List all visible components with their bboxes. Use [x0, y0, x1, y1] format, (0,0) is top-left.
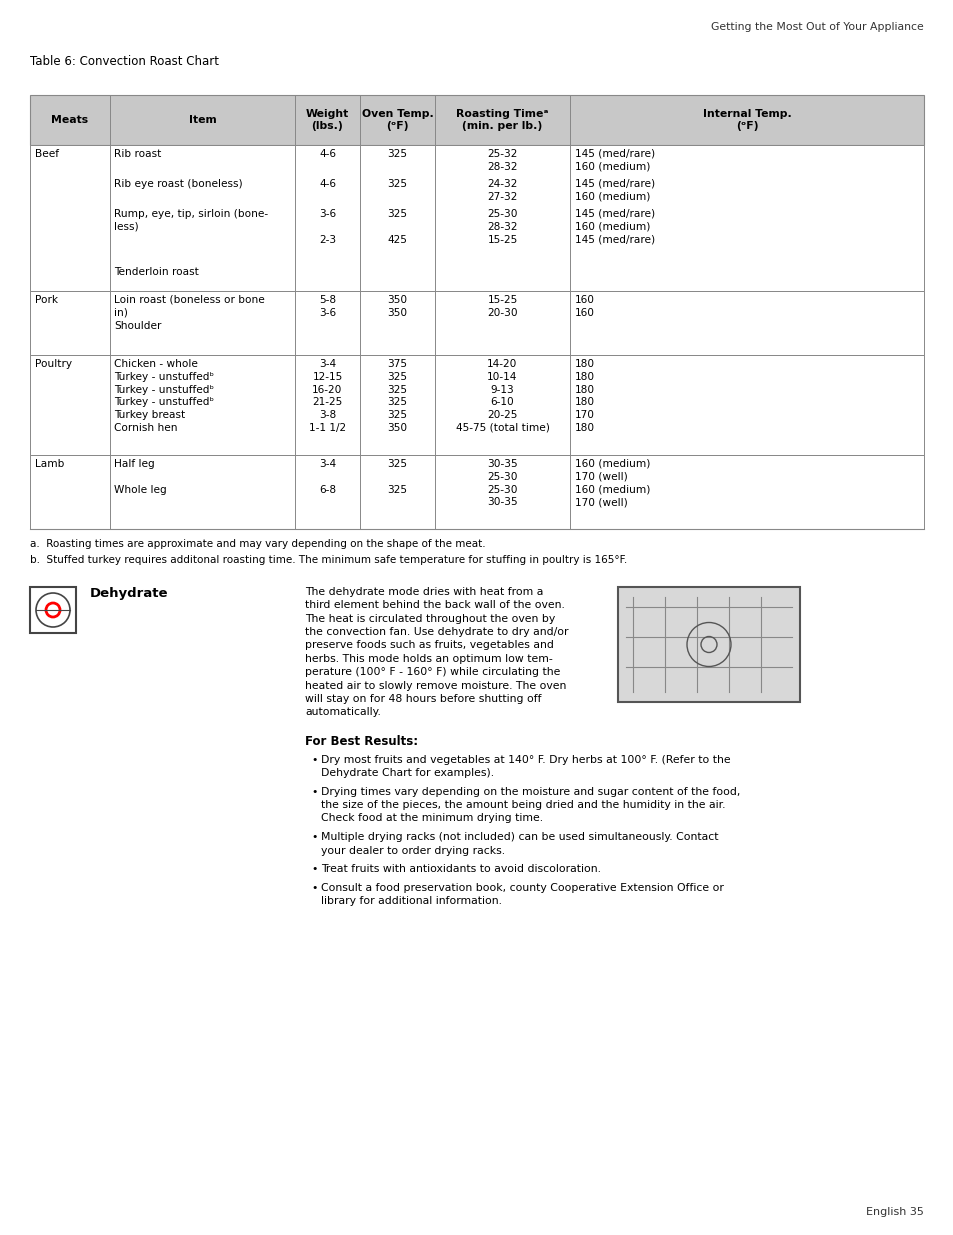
- Text: b.  Stuffed turkey requires additonal roasting time. The minimum safe temperatur: b. Stuffed turkey requires additonal roa…: [30, 555, 626, 564]
- Text: Treat fruits with antioxidants to avoid discoloration.: Treat fruits with antioxidants to avoid …: [320, 864, 600, 874]
- Text: •: •: [311, 864, 317, 874]
- Bar: [30, 95, 923, 144]
- Text: •: •: [311, 883, 317, 893]
- Text: Beef: Beef: [35, 149, 59, 159]
- Bar: [30, 587, 76, 634]
- Text: 325: 325: [387, 149, 407, 159]
- Text: 14-20
10-14
9-13
6-10
20-25
45-75 (total time): 14-20 10-14 9-13 6-10 20-25 45-75 (total…: [456, 359, 549, 433]
- Text: 180
180
180
180
170
180: 180 180 180 180 170 180: [575, 359, 595, 433]
- Bar: [30, 144, 923, 291]
- Text: Rib eye roast (boneless): Rib eye roast (boneless): [113, 179, 242, 189]
- Text: 375
325
325
325
325
350: 375 325 325 325 325 350: [387, 359, 407, 433]
- Text: 145 (med/rare)
160 (medium): 145 (med/rare) 160 (medium): [575, 149, 655, 172]
- Text: Table 6: Convection Roast Chart: Table 6: Convection Roast Chart: [30, 56, 219, 68]
- Text: Multiple drying racks (not included) can be used simultaneously. Contact
your de: Multiple drying racks (not included) can…: [320, 832, 718, 856]
- Text: Rib roast: Rib roast: [113, 149, 161, 159]
- Text: Chicken - whole
Turkey - unstuffedᵇ
Turkey - unstuffedᵇ
Turkey - unstuffedᵇ
Turk: Chicken - whole Turkey - unstuffedᵇ Turk…: [113, 359, 213, 433]
- Text: Item: Item: [189, 115, 216, 125]
- Text: Weight
(lbs.): Weight (lbs.): [306, 109, 349, 131]
- Text: Roasting Timeᵃ
(min. per lb.): Roasting Timeᵃ (min. per lb.): [456, 109, 548, 131]
- Text: 4-6: 4-6: [318, 179, 335, 189]
- Text: 3-4
12-15
16-20
21-25
3-8
1-1 1/2: 3-4 12-15 16-20 21-25 3-8 1-1 1/2: [309, 359, 346, 433]
- Text: 325

325: 325 325: [387, 459, 407, 494]
- Text: Pork: Pork: [35, 295, 58, 305]
- Bar: [30, 354, 923, 454]
- Text: Poultry: Poultry: [35, 359, 72, 369]
- Text: 3-6

2-3: 3-6 2-3: [318, 209, 335, 245]
- Bar: [30, 454, 923, 529]
- Text: Dry most fruits and vegetables at 140° F. Dry herbs at 100° F. (Refer to the
Deh: Dry most fruits and vegetables at 140° F…: [320, 755, 730, 778]
- Text: Half leg

Whole leg: Half leg Whole leg: [113, 459, 167, 494]
- Text: 30-35
25-30
25-30
30-35: 30-35 25-30 25-30 30-35: [487, 459, 517, 508]
- Text: •: •: [311, 755, 317, 764]
- Text: 325

425: 325 425: [387, 209, 407, 245]
- Text: Lamb: Lamb: [35, 459, 64, 469]
- Text: 25-30
28-32
15-25: 25-30 28-32 15-25: [487, 209, 517, 245]
- Text: Internal Temp.
(ᵒF): Internal Temp. (ᵒF): [702, 109, 791, 131]
- Text: Dehydrate: Dehydrate: [90, 587, 169, 600]
- Bar: [618, 587, 800, 701]
- Bar: [30, 291, 923, 354]
- Text: 5-8
3-6: 5-8 3-6: [318, 295, 335, 317]
- Text: 25-32
28-32: 25-32 28-32: [487, 149, 517, 172]
- Text: 15-25
20-30: 15-25 20-30: [487, 295, 517, 317]
- Text: English 35: English 35: [865, 1207, 923, 1216]
- Text: The dehydrate mode dries with heat from a
third element behind the back wall of : The dehydrate mode dries with heat from …: [305, 587, 568, 718]
- Text: 24-32
27-32: 24-32 27-32: [487, 179, 517, 201]
- Text: Consult a food preservation book, county Cooperative Extension Office or
library: Consult a food preservation book, county…: [320, 883, 723, 906]
- Text: For Best Results:: For Best Results:: [305, 735, 417, 748]
- Text: Oven Temp.
(ᵒF): Oven Temp. (ᵒF): [361, 109, 433, 131]
- Text: a.  Roasting times are approximate and may vary depending on the shape of the me: a. Roasting times are approximate and ma…: [30, 538, 485, 550]
- Text: Drying times vary depending on the moisture and sugar content of the food,
the s: Drying times vary depending on the moist…: [320, 787, 740, 823]
- Text: Tenderloin roast: Tenderloin roast: [113, 267, 198, 277]
- Text: 145 (med/rare)
160 (medium)
145 (med/rare): 145 (med/rare) 160 (medium) 145 (med/rar…: [575, 209, 655, 245]
- Text: •: •: [311, 787, 317, 797]
- Text: Loin roast (boneless or bone
in)
Shoulder: Loin roast (boneless or bone in) Shoulde…: [113, 295, 265, 331]
- Text: 4-6: 4-6: [318, 149, 335, 159]
- Text: 160
160: 160 160: [575, 295, 595, 317]
- Text: •: •: [311, 832, 317, 842]
- Text: 160 (medium)
170 (well)
160 (medium)
170 (well): 160 (medium) 170 (well) 160 (medium) 170…: [575, 459, 650, 508]
- Text: Meats: Meats: [51, 115, 89, 125]
- Text: 145 (med/rare)
160 (medium): 145 (med/rare) 160 (medium): [575, 179, 655, 201]
- Text: 350
350: 350 350: [387, 295, 407, 317]
- Text: Getting the Most Out of Your Appliance: Getting the Most Out of Your Appliance: [711, 22, 923, 32]
- Text: Rump, eye, tip, sirloin (bone-
less): Rump, eye, tip, sirloin (bone- less): [113, 209, 268, 232]
- Text: 3-4

6-8: 3-4 6-8: [318, 459, 335, 494]
- Text: 325: 325: [387, 179, 407, 189]
